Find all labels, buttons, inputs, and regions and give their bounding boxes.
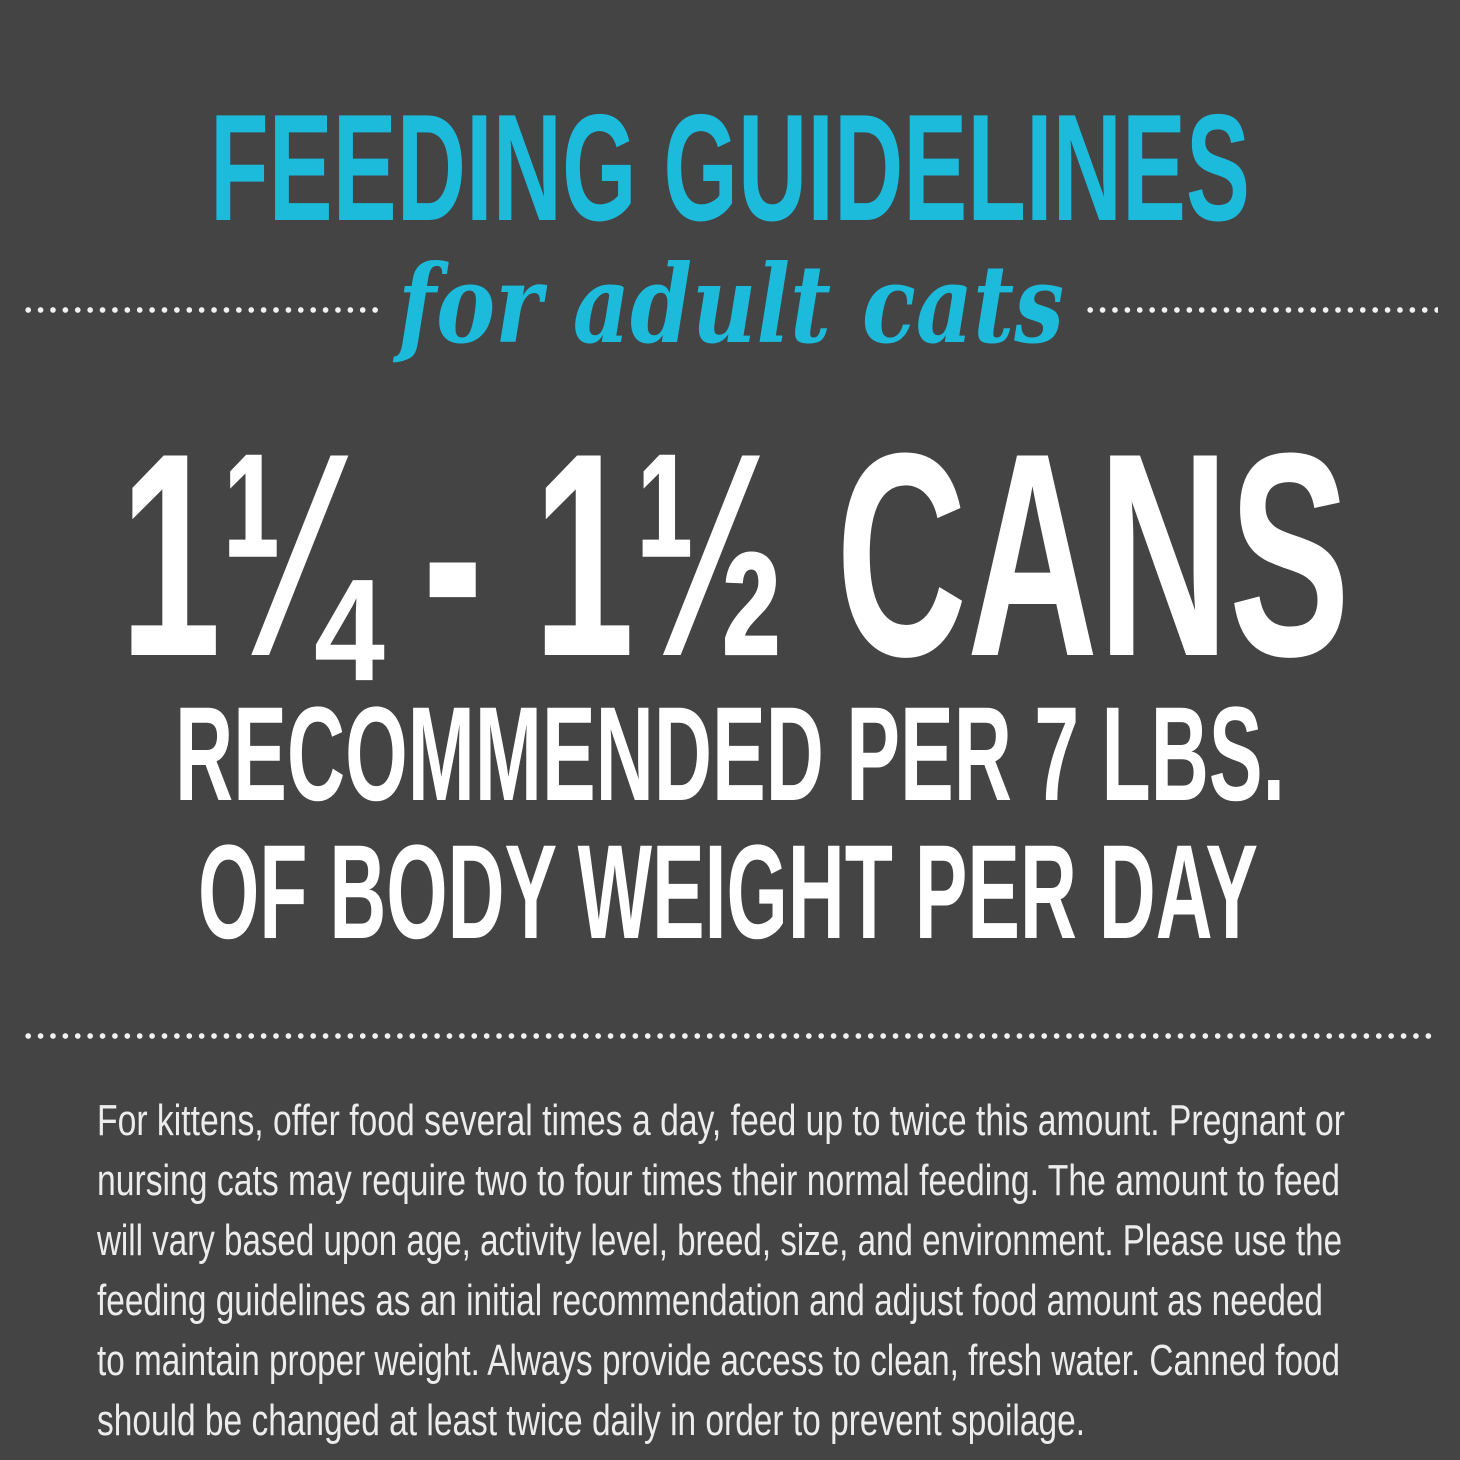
note-line: nursing cats may require two to four tim… [97, 1156, 1340, 1205]
dotted-divider-left [22, 307, 378, 313]
recommendation-line-2: OF BODY WEIGHT PER DAY [198, 818, 1258, 967]
note-line: For kittens, offer food several times a … [97, 1096, 1345, 1145]
note-line: to maintain proper weight. Always provid… [97, 1336, 1340, 1385]
feeding-note: For kittens, offer food several times a … [96, 1096, 1345, 1445]
dotted-divider-bottom [22, 1033, 1438, 1039]
recommendation-line-1: RECOMMENDED PER 7 LBS. [175, 680, 1285, 829]
dotted-divider-right [1084, 307, 1438, 313]
note-line: will vary based upon age, activity level… [96, 1216, 1342, 1265]
subheading: for adult cats [392, 242, 1064, 368]
amount: 1¼ - 1½ CANS [120, 393, 1350, 717]
note-line: feeding guidelines as an initial recomme… [97, 1276, 1323, 1325]
heading: FEEDING GUIDELINES [210, 83, 1250, 253]
note-line: should be changed at least twice daily i… [97, 1396, 1085, 1445]
